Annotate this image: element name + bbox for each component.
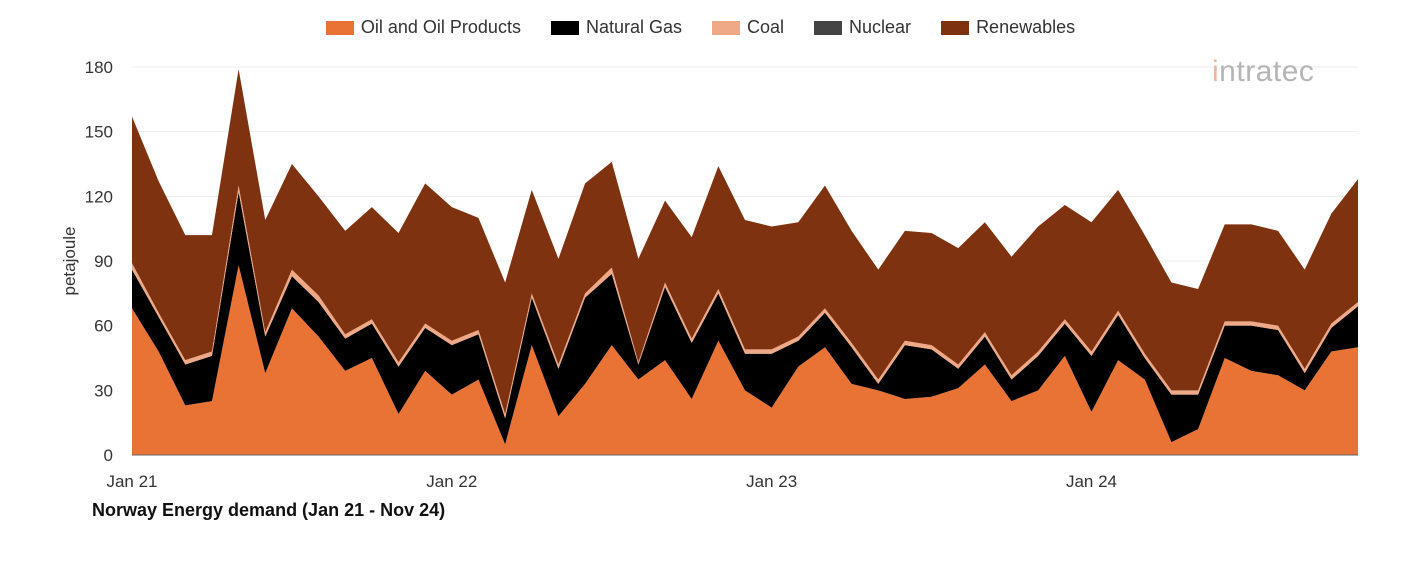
legend-item-4: Renewables xyxy=(941,17,1075,38)
y-tick-label-90: 90 xyxy=(94,252,113,271)
y-tick-label-180: 180 xyxy=(85,58,113,77)
legend-label-4: Renewables xyxy=(976,17,1076,37)
x-tick-label-2: Jan 23 xyxy=(746,472,797,491)
legend: Oil and Oil Products Natural Gas Coal Nucle… xyxy=(0,17,1401,38)
x-tick-label-3: Jan 24 xyxy=(1066,472,1117,491)
legend-item-3: Nuclear xyxy=(814,17,911,38)
y-axis-label: petajoule xyxy=(60,226,79,295)
legend-label-1: Natural Gas xyxy=(585,17,682,37)
legend-item-2: Coal xyxy=(712,17,784,38)
legend-swatch-1 xyxy=(550,20,579,35)
intratec-logo: intratec xyxy=(1212,55,1314,89)
legend-label-2: Coal xyxy=(747,17,785,37)
legend-swatch-3 xyxy=(814,20,843,35)
y-tick-label-120: 120 xyxy=(85,187,113,206)
legend-swatch-4 xyxy=(941,20,970,35)
legend-label-0: Oil and Oil Products xyxy=(360,17,521,37)
chart-title: Norway Energy demand (Jan 21 - Nov 24) xyxy=(92,500,446,520)
legend-swatch-2 xyxy=(712,20,740,35)
legend-item-1: Natural Gas xyxy=(550,17,682,38)
y-tick-label-60: 60 xyxy=(94,317,113,336)
area-series-1 xyxy=(132,192,1358,445)
area-series-4 xyxy=(132,69,1358,415)
area-series-0 xyxy=(132,265,1358,455)
y-tick-label-150: 150 xyxy=(85,123,113,142)
y-tick-label-30: 30 xyxy=(94,381,113,400)
x-tick-label-1: Jan 22 xyxy=(426,472,477,491)
legend-label-3: Nuclear xyxy=(849,17,912,37)
y-tick-label-0: 0 xyxy=(104,446,113,465)
legend-item-0: Oil and Oil Products xyxy=(325,17,521,38)
x-tick-label-0: Jan 21 xyxy=(106,472,157,491)
logo-mark: i xyxy=(1212,55,1220,88)
legend-swatch-0 xyxy=(325,20,354,35)
logo-text: ntratec xyxy=(1219,55,1315,88)
